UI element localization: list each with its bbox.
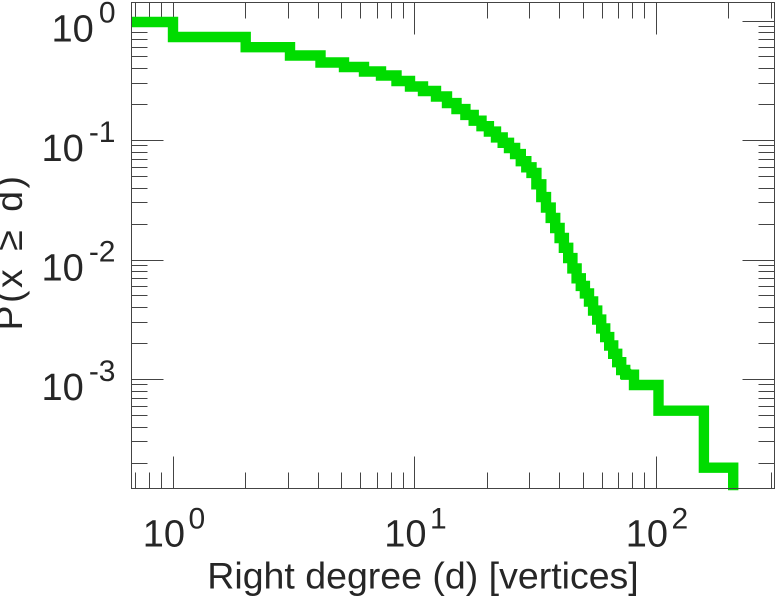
- svg-text:-3: -3: [89, 355, 116, 388]
- svg-text:10: 10: [143, 514, 185, 556]
- svg-text:-1: -1: [89, 116, 116, 149]
- svg-text:1: 1: [430, 503, 447, 536]
- svg-text:2: 2: [672, 503, 689, 536]
- svg-text:Right degree (d) [vertices]: Right degree (d) [vertices]: [207, 555, 638, 597]
- svg-text:0: 0: [99, 0, 116, 30]
- svg-text:-2: -2: [89, 236, 116, 269]
- svg-text:10: 10: [626, 514, 668, 556]
- svg-text:10: 10: [42, 367, 84, 409]
- svg-text:10: 10: [42, 248, 84, 290]
- svg-text:10: 10: [384, 514, 426, 556]
- svg-text:10: 10: [52, 9, 94, 51]
- svg-text:P(x ≥ d): P(x ≥ d): [0, 173, 30, 330]
- svg-text:10: 10: [42, 128, 84, 170]
- svg-text:0: 0: [189, 503, 206, 536]
